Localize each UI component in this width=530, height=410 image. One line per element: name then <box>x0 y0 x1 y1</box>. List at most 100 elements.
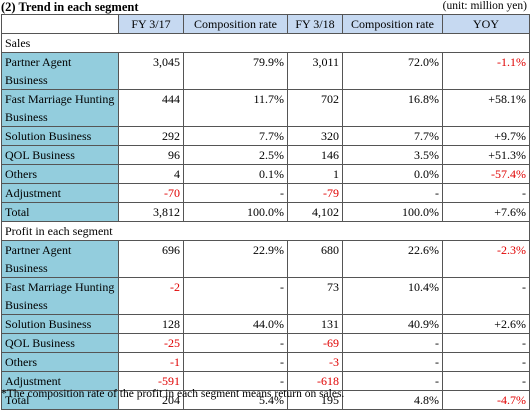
table-row: Partner Agent Business 696 22.9% 680 22.6% -2… <box>1 240 530 278</box>
value-cell: -4.7% <box>442 390 530 410</box>
value-cell: 72.0% <box>342 52 443 90</box>
corner-cell <box>1 14 119 34</box>
row-label: Others <box>1 352 119 372</box>
value-cell: +58.1% <box>442 89 530 127</box>
value-cell: 22.9% <box>183 240 288 278</box>
table-row: Solution Business 128 44.0% 131 40.9% +2.6% <box>1 314 530 334</box>
value-cell: 4.8% <box>342 390 443 410</box>
value-cell: 44.0% <box>183 314 288 334</box>
value-cell: 292 <box>118 126 184 146</box>
value-cell: - <box>183 277 288 315</box>
row-label: Fast Marriage Hunting Business <box>1 277 119 315</box>
value-cell: 100.0% <box>183 202 288 222</box>
value-cell: 4 <box>118 164 184 184</box>
table-row: QOL Business -25- -69- - <box>1 333 530 353</box>
value-cell: -25 <box>118 333 184 353</box>
value-cell: +9.7% <box>442 126 530 146</box>
value-cell: - <box>183 352 288 372</box>
value-cell: 702 <box>287 89 343 127</box>
row-label: Others <box>1 164 119 184</box>
value-cell: -1.1% <box>442 52 530 90</box>
value-cell: +2.6% <box>442 314 530 334</box>
header-cell: YOY <box>442 14 530 34</box>
unit-note: (unit: million yen) <box>442 0 527 12</box>
header-cell: FY 3/17 <box>118 14 184 34</box>
table-row: Sales <box>1 33 530 53</box>
value-cell: - <box>442 371 530 391</box>
table-row: Total 3,812 100.0% 4,102 100.0% +7.6% <box>1 202 530 222</box>
value-cell: -70 <box>118 183 184 203</box>
table-row: Fast Marriage Hunting Business 444 11.7% 70… <box>1 89 530 127</box>
value-cell: - <box>442 277 530 315</box>
row-label: Adjustment <box>1 371 119 391</box>
value-cell: 7.7% <box>342 126 443 146</box>
value-cell: 146 <box>287 145 343 165</box>
value-cell: 0.0% <box>342 164 443 184</box>
value-cell: 131 <box>287 314 343 334</box>
value-cell: 11.7% <box>183 89 288 127</box>
value-cell: - <box>342 333 443 353</box>
table-row: Partner Agent Business 3,045 79.9% 3,011 72.… <box>1 52 530 90</box>
section-label: Profit in each segment <box>1 221 530 241</box>
value-cell: +51.3% <box>442 145 530 165</box>
value-cell: - <box>183 183 288 203</box>
value-cell: 79.9% <box>183 52 288 90</box>
value-cell: - <box>183 333 288 353</box>
footnote: *The composition rate of the profit in e… <box>1 388 345 400</box>
segment-table: FY 3/17 Composition rate FY 3/18 Compositio… <box>1 14 530 410</box>
value-cell: - <box>342 183 443 203</box>
table-row: Adjustment -70- -79- - <box>1 183 530 203</box>
value-cell: -57.4% <box>442 164 530 184</box>
table-row: Profit in each segment <box>1 221 530 241</box>
value-cell: 444 <box>118 89 184 127</box>
row-label: Fast Marriage Hunting Business <box>1 89 119 127</box>
value-cell: -3 <box>287 352 343 372</box>
row-label: Partner Agent Business <box>1 240 119 278</box>
row-label: QOL Business <box>1 145 119 165</box>
value-cell: 96 <box>118 145 184 165</box>
value-cell: 16.8% <box>342 89 443 127</box>
value-cell: -618 <box>287 371 343 391</box>
value-cell: 0.1% <box>183 164 288 184</box>
value-cell: -69 <box>287 333 343 353</box>
row-label: Adjustment <box>1 183 119 203</box>
value-cell: 3,812 <box>118 202 184 222</box>
value-cell: 100.0% <box>342 202 443 222</box>
value-cell: 22.6% <box>342 240 443 278</box>
row-label: Total <box>1 202 119 222</box>
row-label: Solution Business <box>1 126 119 146</box>
value-cell: +7.6% <box>442 202 530 222</box>
row-label: QOL Business <box>1 333 119 353</box>
row-label: Partner Agent Business <box>1 52 119 90</box>
value-cell: 40.9% <box>342 314 443 334</box>
row-label: Solution Business <box>1 314 119 334</box>
value-cell: 680 <box>287 240 343 278</box>
value-cell: 1 <box>287 164 343 184</box>
value-cell: 696 <box>118 240 184 278</box>
value-cell: -1 <box>118 352 184 372</box>
table-row: QOL Business 96 2.5% 146 3.5% +51.3% <box>1 145 530 165</box>
value-cell: - <box>442 352 530 372</box>
section-title: (2) Trend in each segment <box>1 0 139 14</box>
header-cell: Composition rate <box>342 14 443 34</box>
header-cell: Composition rate <box>183 14 288 34</box>
value-cell: -2 <box>118 277 184 315</box>
value-cell: 73 <box>287 277 343 315</box>
value-cell: -591 <box>118 371 184 391</box>
table-row: Others -1- -3- - <box>1 352 530 372</box>
value-cell: 128 <box>118 314 184 334</box>
value-cell: -2.3% <box>442 240 530 278</box>
value-cell: -79 <box>287 183 343 203</box>
value-cell: - <box>342 352 443 372</box>
header-row: FY 3/17 Composition rate FY 3/18 Compositio… <box>1 14 530 34</box>
table-row: Adjustment -591- -618- - <box>1 371 530 391</box>
value-cell: 10.4% <box>342 277 443 315</box>
value-cell: - <box>342 371 443 391</box>
table-row: Fast Marriage Hunting Business -2-73 10.4%… <box>1 277 530 315</box>
value-cell: 3.5% <box>342 145 443 165</box>
value-cell: 2.5% <box>183 145 288 165</box>
value-cell: 3,045 <box>118 52 184 90</box>
section-label: Sales <box>1 33 530 53</box>
table-row: Others 4 0.1% 1 0.0% -57.4% <box>1 164 530 184</box>
